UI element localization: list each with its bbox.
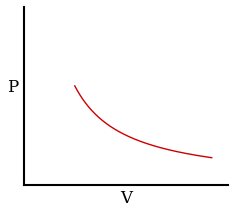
- Y-axis label: P: P: [7, 79, 18, 96]
- X-axis label: V: V: [120, 190, 132, 207]
